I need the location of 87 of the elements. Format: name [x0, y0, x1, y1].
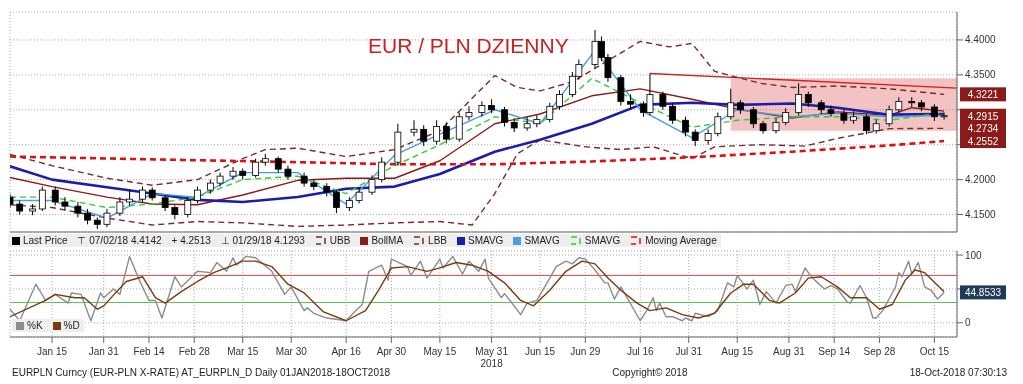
- candlestick: [669, 102, 676, 125]
- y-tick-label: 100: [965, 249, 983, 261]
- candlestick: [455, 112, 463, 143]
- candlestick: [103, 208, 111, 228]
- x-tick-label: Jan 31: [88, 346, 120, 357]
- y-tick-label: 0: [965, 317, 971, 329]
- candlestick: [410, 119, 418, 137]
- candlestick: [940, 112, 948, 121]
- text: ⊥ 01/29/18 4.1293: [220, 235, 305, 246]
- y-tick-label: 4.1500: [965, 209, 997, 221]
- candlestick: [727, 88, 735, 121]
- candlestick: [546, 102, 554, 123]
- legend-label: SMAVG: [523, 235, 560, 246]
- candlestick: [704, 128, 712, 146]
- x-tick-label: Jul 16: [626, 346, 655, 357]
- candlestick: [523, 116, 531, 132]
- legend-label: %D: [62, 320, 80, 331]
- candlestick: [38, 186, 46, 212]
- x-tick-label: Sep 14: [818, 346, 851, 357]
- x-tick-label: Oct 15: [919, 346, 950, 357]
- candlestick: [659, 91, 667, 111]
- candlestick: [501, 106, 508, 128]
- x-tick-label: May 31 2018: [475, 346, 509, 369]
- legend-label: LBB: [427, 235, 447, 246]
- candlestick: [556, 89, 563, 111]
- candlestick: [61, 196, 69, 211]
- y-tick-label: 4.2000: [965, 174, 997, 186]
- annotation: 4.3221: [967, 89, 999, 101]
- x-tick-label: May 15: [423, 346, 457, 357]
- x-tick-label: Feb 14: [133, 346, 165, 357]
- candlestick: [378, 156, 386, 183]
- text: Copyright© 2018: [612, 367, 688, 378]
- x-tick-label: Apr 16: [331, 346, 362, 357]
- candlestick: [749, 106, 757, 129]
- x-tick-label: Jun 29: [570, 346, 601, 357]
- legend-label: SMAVG: [467, 235, 504, 246]
- legend-label: BollMA: [370, 235, 404, 246]
- candlestick: [714, 112, 722, 137]
- legend-label: %K: [26, 320, 43, 331]
- line-series: [10, 40, 945, 186]
- x-tick-label: Feb 28: [178, 346, 211, 357]
- x-tick-label: Aug 31: [773, 346, 806, 357]
- x-tick-label: Jun 15: [525, 346, 556, 357]
- line-series: [10, 139, 946, 166]
- candlestick: [51, 186, 59, 206]
- legend-label: SMAVG: [583, 235, 621, 246]
- candlestick: [184, 197, 192, 218]
- x-tick-label: Jul 31: [675, 346, 703, 357]
- annotation: 4.2552: [967, 136, 999, 148]
- candlestick: [420, 124, 428, 147]
- x-tick-label: Apr 30: [376, 346, 407, 357]
- candlestick: [772, 117, 780, 135]
- candlestick: [863, 113, 870, 135]
- candlestick: [116, 196, 124, 217]
- text: EUR / PLN DZIENNY: [368, 34, 569, 58]
- candlestick: [368, 174, 376, 196]
- line-series: [10, 127, 945, 228]
- x-tick-label: Mar 30: [275, 346, 308, 357]
- text: EURPLN Curncy (EUR-PLN X-RATE) AT_EURPLN_D Daily 01JAN2018-18OCT2018: [12, 367, 391, 378]
- candlestick: [795, 82, 803, 116]
- candlestick: [682, 116, 689, 137]
- annotation: 4.2915: [967, 110, 999, 122]
- candlestick: [333, 189, 340, 214]
- candlestick: [229, 166, 237, 181]
- legend-label: Moving Average: [644, 235, 717, 246]
- x-tick-label: Jan 15: [37, 346, 68, 357]
- y-tick-label: 4.4000: [965, 34, 997, 46]
- legend-label: Last Price: [22, 235, 68, 246]
- candlestick: [465, 105, 473, 121]
- text: 18-Oct-2018 07:30:13: [909, 367, 1007, 378]
- candlestick: [252, 158, 260, 179]
- candlestick: [885, 105, 893, 128]
- y-tick-label: 4.3500: [965, 69, 997, 81]
- candlestick: [442, 121, 450, 144]
- candlestick: [827, 105, 835, 118]
- x-tick-label: Mar 15: [227, 346, 259, 357]
- candlestick: [433, 119, 441, 146]
- text: + 4.2513: [171, 235, 211, 246]
- annotation: 44.8533: [964, 287, 1002, 299]
- x-tick-label: Sep 28: [863, 346, 896, 357]
- text: ⊤ 07/02/18 4.4142: [77, 235, 162, 246]
- x-tick-label: Aug 15: [721, 346, 754, 357]
- annotation: 4.2734: [967, 123, 999, 135]
- candlestick: [617, 74, 625, 107]
- candlestick: [74, 201, 82, 218]
- candlestick: [478, 100, 486, 118]
- legend-label: UBB: [328, 235, 351, 246]
